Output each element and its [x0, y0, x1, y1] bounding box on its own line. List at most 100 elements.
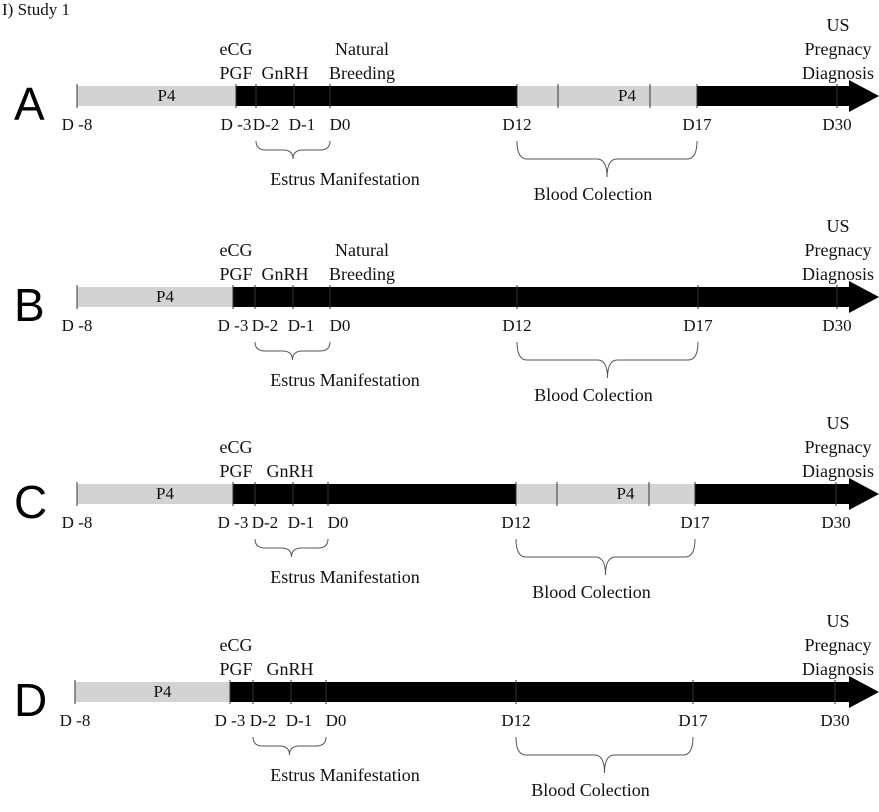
day-label: D12 [502, 316, 531, 335]
panel-a: A P4 P4 D -8 D -3 D-2 D-1 D0 D12 D17 D30 eCG PGF GnRH… [14, 15, 879, 204]
estrus-label: Estrus Manifestation [270, 370, 419, 390]
top-label: US [826, 216, 849, 236]
top-label: Natural [335, 240, 389, 260]
p4-label: P4 [154, 682, 172, 701]
p4-label: P4 [156, 484, 174, 503]
blood-label: Blood Colection [534, 184, 653, 204]
p4-label: P4 [618, 86, 636, 105]
estrus-brace [254, 341, 331, 361]
p4-bar [77, 484, 233, 504]
blood-brace [515, 736, 694, 774]
estrus-brace [255, 140, 331, 160]
top-label: Pregnacy [805, 635, 872, 655]
blood-label: Blood Colection [532, 582, 651, 602]
panel-letter: B [14, 279, 45, 331]
day-label: D0 [330, 316, 351, 335]
panel-letter: C [14, 476, 47, 528]
day-label: D -3 [218, 316, 249, 335]
study-title: I) Study 1 [2, 0, 70, 19]
top-label: Breeding [329, 63, 395, 83]
panel-d: D P4 D -8 D -3 D-2 D-1 D0 D12 D17 D30 eCG PGF GnRH US… [14, 611, 879, 800]
top-label: US [826, 611, 849, 631]
day-label: D -8 [62, 513, 93, 532]
p4-bar [77, 287, 233, 307]
day-label: D12 [501, 513, 530, 532]
day-label: D30 [822, 115, 851, 134]
top-label: GnRH [266, 461, 313, 481]
day-label: D -8 [62, 115, 93, 134]
day-label: D-2 [253, 115, 279, 134]
panel-c: C P4 P4 D -8 D -3 D-2 D-1 D0 D12 D17 D30 eCG PGF GnRH… [14, 413, 879, 602]
top-label: Pregnacy [805, 437, 872, 457]
top-label: PGF [219, 659, 252, 679]
top-label: GnRH [261, 264, 308, 284]
estrus-label: Estrus Manifestation [270, 169, 419, 189]
top-label: PGF [219, 264, 252, 284]
estrus-label: Estrus Manifestation [270, 765, 419, 785]
timeline-arrow-head [849, 281, 879, 313]
day-label: D -8 [60, 711, 91, 730]
top-label: Diagnosis [802, 659, 874, 679]
day-label: D0 [328, 513, 349, 532]
day-label: D-1 [289, 115, 315, 134]
day-label: D0 [326, 711, 347, 730]
timeline-arrow-head [849, 676, 879, 708]
timeline-arrow-shaft [75, 682, 849, 702]
blood-label: Blood Colection [534, 385, 653, 405]
day-label: D -3 [221, 115, 252, 134]
day-label: D30 [822, 316, 851, 335]
top-label: GnRH [261, 63, 308, 83]
estrus-brace [252, 736, 327, 756]
timeline-arrow-head [849, 80, 879, 112]
blood-brace [516, 140, 698, 178]
day-label: D17 [678, 711, 708, 730]
blood-brace [516, 341, 699, 379]
blood-label: Blood Colection [531, 780, 650, 800]
day-label: D -3 [218, 513, 249, 532]
top-label: PGF [219, 63, 252, 83]
panel-b: B P4 D -8 D -3 D-2 D-1 D0 D12 D17 D30 eCG PGF GnRH Na… [14, 216, 879, 405]
top-label: eCG [220, 635, 253, 655]
day-label: D30 [821, 513, 850, 532]
p4-bar [517, 86, 697, 106]
day-label: D-2 [252, 316, 278, 335]
day-label: D-1 [288, 513, 314, 532]
day-label: D-1 [286, 711, 312, 730]
top-label: GnRH [266, 659, 313, 679]
top-label: eCG [220, 240, 253, 260]
day-label: D-2 [252, 513, 278, 532]
top-label: US [826, 15, 849, 35]
estrus-brace [254, 538, 329, 558]
top-label: Pregnacy [805, 39, 872, 59]
day-label: D -3 [215, 711, 246, 730]
top-label: eCG [220, 437, 253, 457]
top-label: eCG [220, 39, 253, 59]
top-label: Breeding [329, 264, 395, 284]
day-label: D-1 [288, 316, 314, 335]
top-label: Diagnosis [802, 461, 874, 481]
day-label: D17 [682, 115, 712, 134]
top-label: Pregnacy [805, 240, 872, 260]
blood-brace [515, 538, 696, 576]
day-label: D12 [501, 711, 530, 730]
day-label: D17 [683, 316, 713, 335]
p4-bar [77, 86, 236, 106]
timeline-arrow-shaft [77, 287, 849, 307]
top-label: Natural [335, 39, 389, 59]
p4-label: P4 [617, 484, 635, 503]
day-label: D30 [820, 711, 849, 730]
day-label: D -8 [62, 316, 93, 335]
day-label: D-2 [250, 711, 276, 730]
day-label: D0 [330, 115, 351, 134]
top-label: Diagnosis [802, 63, 874, 83]
p4-label: P4 [156, 287, 174, 306]
p4-label: P4 [158, 86, 176, 105]
day-label: D12 [502, 115, 531, 134]
panel-letter: D [14, 674, 47, 726]
panel-letter: A [14, 78, 45, 130]
p4-bar [516, 484, 695, 504]
estrus-label: Estrus Manifestation [270, 567, 419, 587]
top-label: US [826, 413, 849, 433]
